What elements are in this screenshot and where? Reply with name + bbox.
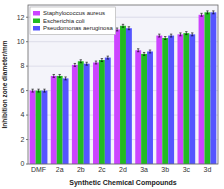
y-axis-label: Inhibition zone diameter/mm <box>1 40 8 128</box>
bar <box>156 36 162 164</box>
x-tick-label: 3a <box>140 166 148 173</box>
error-bar <box>64 77 66 80</box>
bar <box>114 29 120 164</box>
y-tick-label: 4 <box>21 111 25 118</box>
error-bar <box>43 89 45 92</box>
error-bar <box>37 89 39 92</box>
y-tick-label: 10 <box>17 38 25 45</box>
bar <box>147 51 153 164</box>
x-tick-label: 3c <box>183 166 191 173</box>
error-bar <box>85 62 87 65</box>
bar <box>105 58 111 164</box>
error-bar <box>95 61 97 64</box>
bar <box>93 62 99 164</box>
bar <box>72 65 78 164</box>
error-bar <box>170 34 172 37</box>
error-bar <box>143 52 145 55</box>
error-bar <box>53 74 55 77</box>
error-bar <box>179 33 181 36</box>
legend-box <box>30 7 116 35</box>
x-tick-label: 3d <box>204 166 212 173</box>
chart: 0 2 4 6 8 10 12 DMF 2a 2b 2c 2d 3a 3b 3c 3d Synthetic Ch… <box>0 0 224 189</box>
bar <box>84 64 90 164</box>
bar <box>141 54 147 164</box>
error-bar <box>137 49 139 52</box>
bar <box>204 12 210 164</box>
x-tick-label: 2b <box>77 166 85 173</box>
bar <box>78 61 84 164</box>
bar <box>57 76 63 164</box>
bar <box>168 36 174 164</box>
legend-label: Staphylococcus aureus <box>43 10 105 16</box>
plot-frame <box>28 5 218 164</box>
error-bar <box>58 74 60 77</box>
legend: Staphylococcus aureus Escherichia coliPse… <box>30 7 116 35</box>
bar <box>126 28 132 164</box>
bar <box>120 26 126 164</box>
y-tick-label: 0 <box>21 160 25 167</box>
bar <box>183 33 189 164</box>
bar <box>199 15 205 164</box>
bar <box>99 60 105 164</box>
error-bar <box>80 60 82 63</box>
y-tick-label: 12 <box>17 14 25 21</box>
error-bar <box>200 13 202 16</box>
error-bar <box>185 32 187 35</box>
error-bar <box>107 56 109 59</box>
x-tick-label: 2c <box>98 166 106 173</box>
bar <box>210 12 216 164</box>
y-tick-label: 6 <box>21 87 25 94</box>
bar <box>189 34 195 164</box>
legend-swatch <box>33 19 40 24</box>
error-bar <box>158 34 160 37</box>
error-bar <box>101 59 103 62</box>
error-bar <box>116 28 118 31</box>
bar <box>135 50 141 164</box>
bar <box>162 38 168 164</box>
bar <box>177 34 183 164</box>
legend-swatch <box>33 11 40 16</box>
error-bar <box>191 33 193 36</box>
plot-area <box>28 5 218 164</box>
legend-label: Escherichia coli <box>43 18 85 24</box>
x-axis-label: Synthetic Chemical Compounds <box>69 179 176 187</box>
y-tick-label: 2 <box>21 136 25 143</box>
error-bar <box>149 50 151 53</box>
y-tick-label: 8 <box>21 62 25 69</box>
error-bar <box>128 27 130 30</box>
x-tick-label: 2a <box>56 166 64 173</box>
legend-swatch <box>33 26 40 31</box>
error-bar <box>164 37 166 40</box>
error-bar <box>206 11 208 14</box>
x-tick-label: 3b <box>161 166 169 173</box>
bar <box>51 76 57 164</box>
bar <box>42 91 48 164</box>
bar <box>36 91 42 164</box>
bar <box>30 91 36 164</box>
x-tick-label: 2d <box>119 166 127 173</box>
legend-label: Pseudomonas aeruginosa <box>43 25 113 31</box>
error-bar <box>74 63 76 66</box>
error-bar <box>31 89 33 92</box>
bar <box>63 78 69 164</box>
error-bar <box>212 11 214 14</box>
x-tick-label: DMF <box>31 166 46 173</box>
error-bar <box>122 24 124 27</box>
